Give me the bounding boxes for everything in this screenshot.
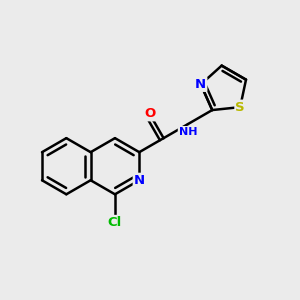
Text: O: O xyxy=(144,107,155,120)
Text: Cl: Cl xyxy=(108,216,122,229)
Text: N: N xyxy=(134,174,145,187)
Text: S: S xyxy=(235,100,245,114)
Text: NH: NH xyxy=(179,127,197,137)
Text: N: N xyxy=(195,78,206,91)
